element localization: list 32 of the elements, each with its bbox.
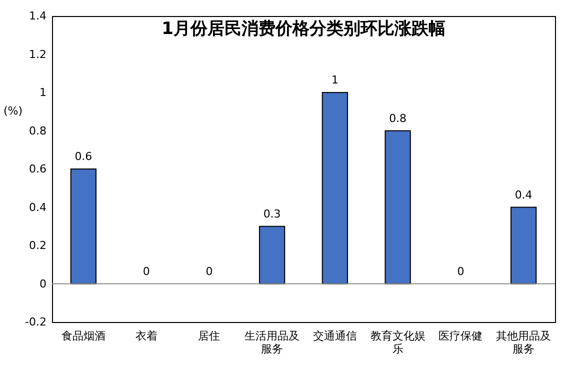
y-tick-label: 0.2 [29, 239, 46, 252]
x-tick-label: 教育文化娱乐 [370, 330, 426, 356]
bar [70, 168, 97, 284]
data-label: 1 [331, 74, 338, 86]
data-label: 0.6 [74, 150, 92, 163]
x-tick-label: 食品烟酒 [61, 330, 106, 342]
y-tick-label: 0.8 [29, 124, 46, 138]
x-tick-label: 衣着 [135, 330, 158, 342]
bar [510, 206, 537, 284]
data-label: 0 [457, 264, 464, 278]
y-tick-label: 0 [40, 277, 46, 290]
bar [258, 226, 286, 284]
chart-title: 1月份居民消费价格分类别环比涨跌幅 [162, 19, 446, 39]
x-tick-label: 其他用品及服务 [496, 330, 552, 356]
x-tick-label: 居住 [198, 330, 220, 342]
y-tick-label: 1.4 [29, 10, 46, 22]
x-tick-label: 生活用品及服务 [244, 330, 300, 356]
y-axis-title: (%) [3, 104, 22, 118]
bar [322, 92, 348, 284]
y-tick-label: 0.4 [29, 200, 46, 214]
y-tick-label: 0.6 [29, 162, 46, 176]
data-label: 0.4 [514, 188, 532, 202]
x-tick-label: 交通通信 [312, 330, 357, 342]
y-tick-label: 1.2 [29, 48, 46, 61]
data-label: 0 [142, 264, 150, 278]
data-label: 0.8 [389, 112, 407, 125]
y-tick-label: 1 [40, 86, 46, 99]
y-tick-label: -0.2 [25, 316, 46, 328]
data-label: 0.3 [263, 207, 281, 220]
data-label: 0 [206, 264, 213, 278]
bar [384, 130, 411, 284]
x-tick-label: 医疗保健 [438, 330, 483, 342]
